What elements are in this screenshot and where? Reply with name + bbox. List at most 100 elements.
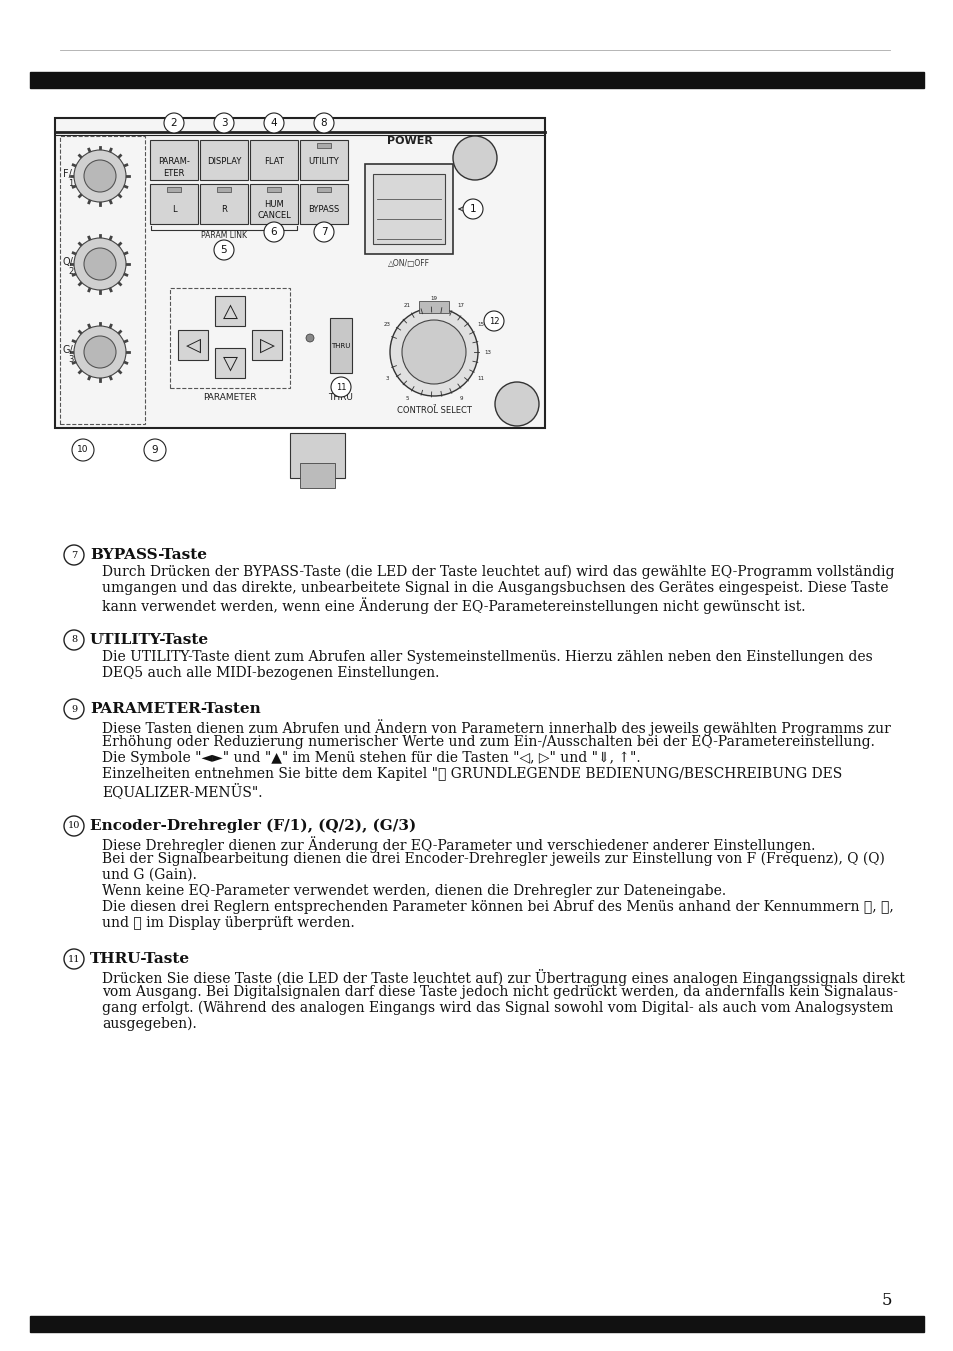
Text: 3: 3 <box>220 118 227 128</box>
Text: Einzelheiten entnehmen Sie bitte dem Kapitel "③ GRUNDLEGENDE BEDIENUNG/BESCHREIB: Einzelheiten entnehmen Sie bitte dem Kap… <box>102 767 841 781</box>
Circle shape <box>264 113 284 132</box>
Text: BYPASS: BYPASS <box>308 205 339 215</box>
Circle shape <box>495 382 538 426</box>
Text: und G (Gain).: und G (Gain). <box>102 867 196 882</box>
Text: DEQ5 auch alle MIDI-bezogenen Einstellungen.: DEQ5 auch alle MIDI-bezogenen Einstellun… <box>102 666 439 680</box>
Text: ▷: ▷ <box>259 335 274 354</box>
Text: △: △ <box>222 301 237 320</box>
Text: Diese Drehregler dienen zur Änderung der EQ-Parameter und verschiedener anderer : Diese Drehregler dienen zur Änderung der… <box>102 836 815 852</box>
Text: vom Ausgang. Bei Digitalsignalen darf diese Taste jedoch nicht gedrückt werden, : vom Ausgang. Bei Digitalsignalen darf di… <box>102 985 897 998</box>
Text: 7: 7 <box>320 227 327 236</box>
Text: und ③ im Display überprüft werden.: und ③ im Display überprüft werden. <box>102 916 355 929</box>
Text: Die Symbole "◄►" und "▲" im Menü stehen für die Tasten "◁, ▷" und "⇓, ↑".: Die Symbole "◄►" und "▲" im Menü stehen … <box>102 751 640 765</box>
Circle shape <box>71 439 94 461</box>
Circle shape <box>314 113 334 132</box>
Bar <box>30 1316 923 1332</box>
Text: ausgegeben).: ausgegeben). <box>102 1017 196 1031</box>
Bar <box>330 317 352 373</box>
Circle shape <box>483 311 503 331</box>
Text: 1: 1 <box>469 204 476 213</box>
Text: THRU-Taste: THRU-Taste <box>90 952 190 966</box>
Text: 3: 3 <box>68 355 73 365</box>
Bar <box>30 72 923 88</box>
Circle shape <box>64 630 84 650</box>
Bar <box>214 296 245 326</box>
Bar <box>365 163 453 254</box>
Text: G/: G/ <box>63 345 73 355</box>
Bar <box>267 186 281 192</box>
Bar <box>178 330 208 359</box>
Text: HUM
CANCEL: HUM CANCEL <box>257 200 291 220</box>
Text: 8: 8 <box>320 118 327 128</box>
Bar <box>418 301 449 313</box>
Bar <box>55 118 544 428</box>
Text: 10: 10 <box>68 821 80 831</box>
Text: 9: 9 <box>458 396 462 401</box>
Text: 17: 17 <box>457 303 464 308</box>
Bar <box>214 349 245 378</box>
Text: THRU: THRU <box>331 343 351 349</box>
Text: Wenn keine EQ-Parameter verwendet werden, dienen die Drehregler zur Dateneingabe: Wenn keine EQ-Parameter verwendet werden… <box>102 884 725 898</box>
Text: 9: 9 <box>152 444 158 455</box>
Text: 2: 2 <box>68 267 73 277</box>
Text: F/: F/ <box>63 169 71 178</box>
Circle shape <box>74 150 126 203</box>
Circle shape <box>401 320 465 384</box>
Text: FLAT: FLAT <box>264 158 284 166</box>
Bar <box>170 288 290 388</box>
Text: Die diesen drei Reglern entsprechenden Parameter können bei Abruf des Menüs anha: Die diesen drei Reglern entsprechenden P… <box>102 900 893 915</box>
Circle shape <box>64 698 84 719</box>
Circle shape <box>213 113 233 132</box>
Text: UTILITY: UTILITY <box>309 158 339 166</box>
Bar <box>150 141 198 180</box>
Circle shape <box>64 816 84 836</box>
Text: 23: 23 <box>383 323 391 327</box>
Text: 7: 7 <box>432 404 436 408</box>
Circle shape <box>144 439 166 461</box>
Text: Erhöhung oder Reduzierung numerischer Werte und zum Ein-/Ausschalten bei der EQ-: Erhöhung oder Reduzierung numerischer We… <box>102 735 874 748</box>
Text: Encoder-Drehregler (F/1), (Q/2), (G/3): Encoder-Drehregler (F/1), (Q/2), (G/3) <box>90 819 416 834</box>
Circle shape <box>84 336 116 367</box>
Bar <box>216 186 231 192</box>
Bar <box>150 184 198 224</box>
Text: PARAM LINK: PARAM LINK <box>201 231 247 239</box>
Text: gang erfolgt. (Während des analogen Eingangs wird das Signal sowohl vom Digital-: gang erfolgt. (Während des analogen Eing… <box>102 1001 892 1016</box>
Circle shape <box>164 113 184 132</box>
Text: THRU: THRU <box>328 393 353 403</box>
Text: 6: 6 <box>271 227 277 236</box>
Text: 21: 21 <box>403 303 410 308</box>
Text: 5: 5 <box>220 245 227 255</box>
Text: 5: 5 <box>881 1292 891 1309</box>
Bar <box>290 434 345 478</box>
Circle shape <box>84 159 116 192</box>
Text: EQUALIZER-MENÜS".: EQUALIZER-MENÜS". <box>102 784 262 798</box>
Text: 11: 11 <box>476 377 484 381</box>
Text: ▽: ▽ <box>222 354 237 373</box>
Text: 9: 9 <box>71 704 77 713</box>
Text: 11: 11 <box>335 382 346 392</box>
Circle shape <box>331 377 351 397</box>
Bar <box>200 184 248 224</box>
Bar <box>60 136 145 424</box>
Circle shape <box>390 308 477 396</box>
Text: 13: 13 <box>484 350 491 354</box>
Circle shape <box>64 544 84 565</box>
Bar <box>316 186 331 192</box>
Bar <box>299 141 348 180</box>
Text: 11: 11 <box>68 955 80 963</box>
Text: CONTROL SELECT: CONTROL SELECT <box>396 407 471 415</box>
Text: Drücken Sie diese Taste (die LED der Taste leuchtet auf) zur Übertragung eines a: Drücken Sie diese Taste (die LED der Tas… <box>102 969 904 986</box>
Text: 8: 8 <box>71 635 77 644</box>
Text: PARAMETER-Tasten: PARAMETER-Tasten <box>90 703 260 716</box>
Text: ◁: ◁ <box>185 335 200 354</box>
Text: 15: 15 <box>476 323 484 327</box>
Bar <box>252 330 282 359</box>
Circle shape <box>84 249 116 280</box>
Text: Bei der Signalbearbeitung dienen die drei Encoder-Drehregler jeweils zur Einstel: Bei der Signalbearbeitung dienen die dre… <box>102 852 884 866</box>
Text: POWER: POWER <box>387 136 433 146</box>
Text: 19: 19 <box>430 296 437 300</box>
Circle shape <box>64 948 84 969</box>
Text: 7: 7 <box>71 550 77 559</box>
Text: 3: 3 <box>385 377 389 381</box>
Text: Durch Drücken der BYPASS-Taste (die LED der Taste leuchtet auf) wird das gewählt: Durch Drücken der BYPASS-Taste (die LED … <box>102 565 894 580</box>
